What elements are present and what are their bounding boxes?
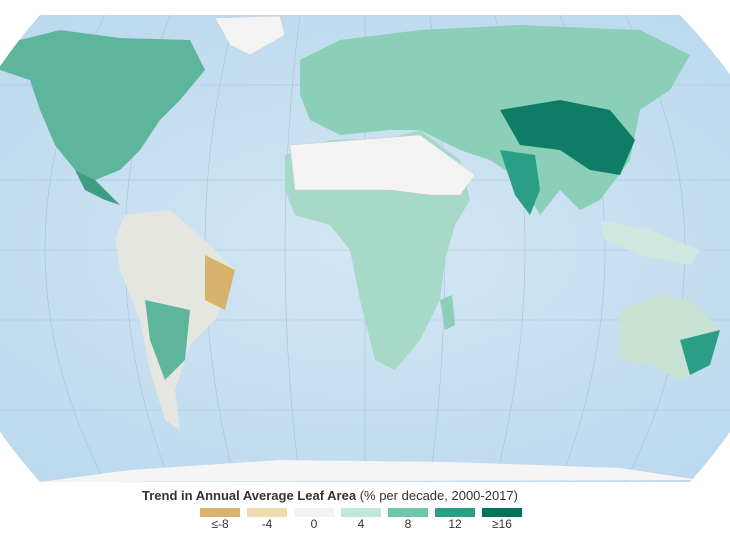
legend-subtitle: (% per decade, 2000-2017) bbox=[360, 488, 518, 503]
legend-label: 8 bbox=[405, 517, 412, 531]
india bbox=[500, 150, 540, 215]
legend-swatch bbox=[435, 508, 475, 517]
legend-swatch bbox=[247, 508, 287, 517]
north-america bbox=[0, 30, 205, 180]
south-america-green bbox=[145, 300, 190, 380]
greenland bbox=[214, 15, 286, 56]
antarctica bbox=[40, 460, 700, 482]
legend-swatch bbox=[341, 508, 381, 517]
australia-east bbox=[680, 330, 720, 375]
legend-heading: Trend in Annual Average Leaf Area (% per… bbox=[142, 488, 518, 503]
legend-swatch bbox=[388, 508, 428, 517]
legend-label: 12 bbox=[448, 517, 462, 531]
central-america bbox=[75, 170, 120, 205]
legend-label: -4 bbox=[262, 517, 273, 531]
land bbox=[0, 15, 720, 482]
legend-swatch bbox=[482, 508, 522, 517]
world-map bbox=[0, 15, 730, 482]
sahara bbox=[289, 134, 476, 196]
legend-label: ≤-8 bbox=[211, 517, 229, 531]
madagascar bbox=[440, 295, 455, 330]
legend-label: 0 bbox=[311, 517, 318, 531]
southeast-asia-islands bbox=[600, 220, 700, 265]
east-asia bbox=[500, 100, 635, 175]
legend-title: Trend in Annual Average Leaf Area bbox=[142, 488, 357, 503]
legend-swatch bbox=[294, 508, 334, 517]
brazil-browning bbox=[205, 255, 235, 310]
legend-label: 4 bbox=[358, 517, 365, 531]
legend-label: ≥16 bbox=[492, 517, 512, 531]
legend: ≤-8 -4 0 4 8 12 ≥16 bbox=[200, 508, 522, 531]
legend-swatch bbox=[200, 508, 240, 517]
